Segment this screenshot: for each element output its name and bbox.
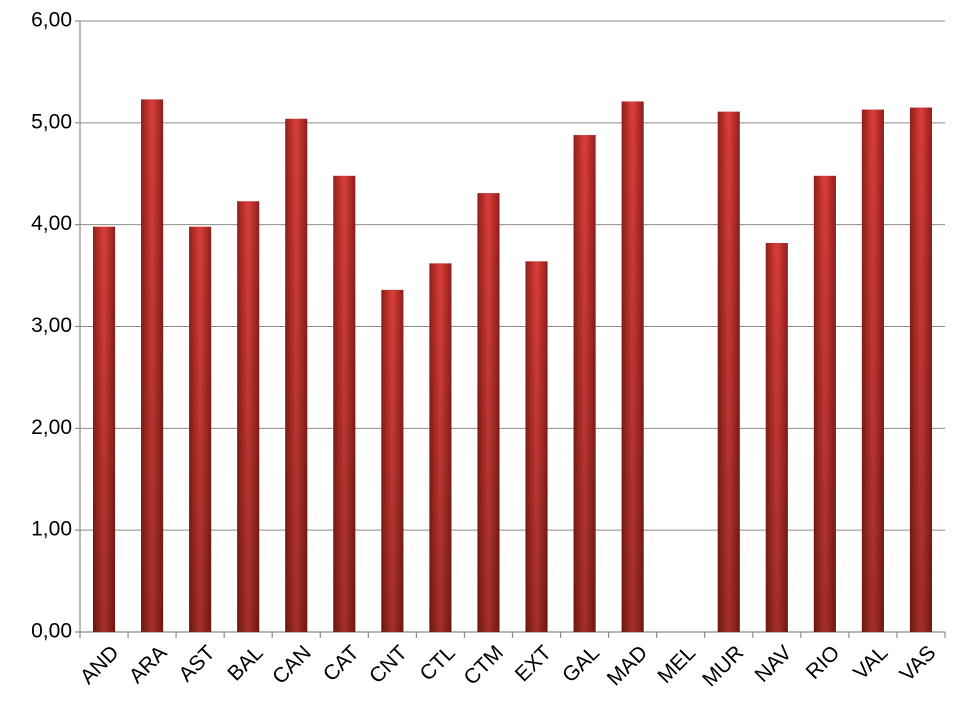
x-tick-label: GAL	[558, 641, 604, 687]
bar-shade	[525, 261, 548, 632]
x-tick-label: CAT	[319, 641, 364, 686]
bar-shade	[573, 135, 596, 632]
x-tick-label: AND	[76, 641, 124, 689]
bar	[765, 242, 788, 632]
x-tick-label: CTM	[459, 641, 507, 689]
x-tick-label: VAL	[849, 641, 892, 684]
bar	[813, 175, 836, 632]
x-tick-label: VAS	[896, 641, 941, 686]
bar-shade	[909, 107, 933, 632]
x-tick-label: BAL	[223, 641, 267, 685]
bar-shade	[237, 201, 260, 632]
bar	[285, 118, 308, 632]
y-tick-label: 6,00	[31, 9, 72, 32]
y-tick-label: 0,00	[31, 620, 72, 643]
bar-shade	[765, 242, 788, 632]
x-tick-label: MUR	[698, 641, 748, 691]
bar-shade	[285, 118, 308, 632]
x-tick-label: RIO	[802, 641, 845, 684]
bar-shade	[333, 175, 356, 632]
bar	[333, 175, 356, 632]
y-tick-label: 1,00	[31, 518, 72, 541]
bar	[717, 111, 740, 633]
x-tick-label: CAN	[268, 641, 316, 689]
bar	[381, 289, 404, 632]
bar-shade	[92, 226, 116, 632]
y-tick-label: 4,00	[31, 212, 72, 235]
bar	[141, 99, 164, 632]
y-tick-label: 5,00	[31, 110, 72, 133]
x-tick-label: CTL	[416, 641, 460, 685]
bar-shade	[477, 193, 500, 632]
bar-shade	[813, 175, 836, 632]
bar-shade	[141, 99, 164, 632]
bar	[477, 193, 500, 632]
bar	[909, 107, 933, 632]
x-tick-label: NAV	[751, 641, 797, 687]
x-tick-label: MEL	[653, 641, 700, 688]
x-tick-label: AST	[174, 641, 219, 686]
bar	[573, 135, 596, 632]
bar-shade	[381, 289, 404, 632]
x-tick-label: CNT	[365, 641, 412, 688]
bar	[621, 101, 644, 632]
bar	[237, 201, 260, 632]
bar-shade	[861, 109, 884, 633]
bar-shade	[621, 101, 644, 632]
bar-shade	[189, 226, 212, 632]
bar	[525, 261, 548, 632]
bar-shade	[717, 111, 740, 633]
bar	[429, 263, 452, 632]
y-tick-label: 2,00	[31, 416, 72, 439]
x-tick-label: EXT	[511, 641, 556, 686]
bar	[861, 109, 884, 633]
bar	[189, 226, 212, 632]
y-tick-label: 3,00	[31, 314, 72, 337]
bar	[92, 226, 116, 632]
x-tick-label: MAD	[603, 641, 652, 690]
bar-shade	[429, 263, 452, 632]
x-tick-label: ARA	[125, 641, 172, 688]
